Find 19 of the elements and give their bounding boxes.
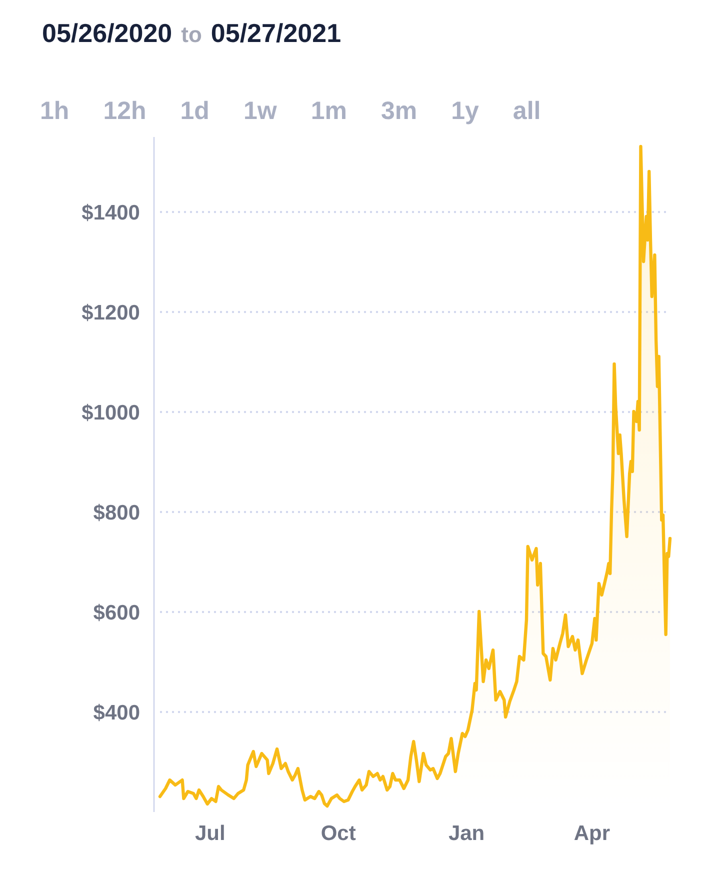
y-tick-label: $1200 [82, 301, 140, 324]
y-tick-label: $800 [93, 501, 140, 524]
text: 1h [40, 97, 70, 125]
text: all [512, 97, 541, 125]
x-tick-label: Jul [194, 822, 226, 845]
y-tick-label: $1000 [82, 401, 140, 424]
x-tick-label: Jan [448, 822, 485, 845]
y-tick-label: $400 [93, 701, 140, 724]
text: 1y [451, 97, 480, 125]
chart-title: 05/26/2020 to 05/27/2021 [42, 18, 342, 48]
text: 12h [103, 97, 146, 125]
x-tick-label: Apr [574, 822, 610, 845]
y-tick-label: $600 [93, 601, 140, 624]
text: 1w [243, 97, 278, 125]
y-tick-label: $1400 [82, 201, 140, 224]
text: 1m [310, 97, 347, 125]
x-tick-label: Oct [320, 822, 356, 845]
text: 3m [380, 97, 418, 125]
text: 1d [180, 97, 210, 125]
